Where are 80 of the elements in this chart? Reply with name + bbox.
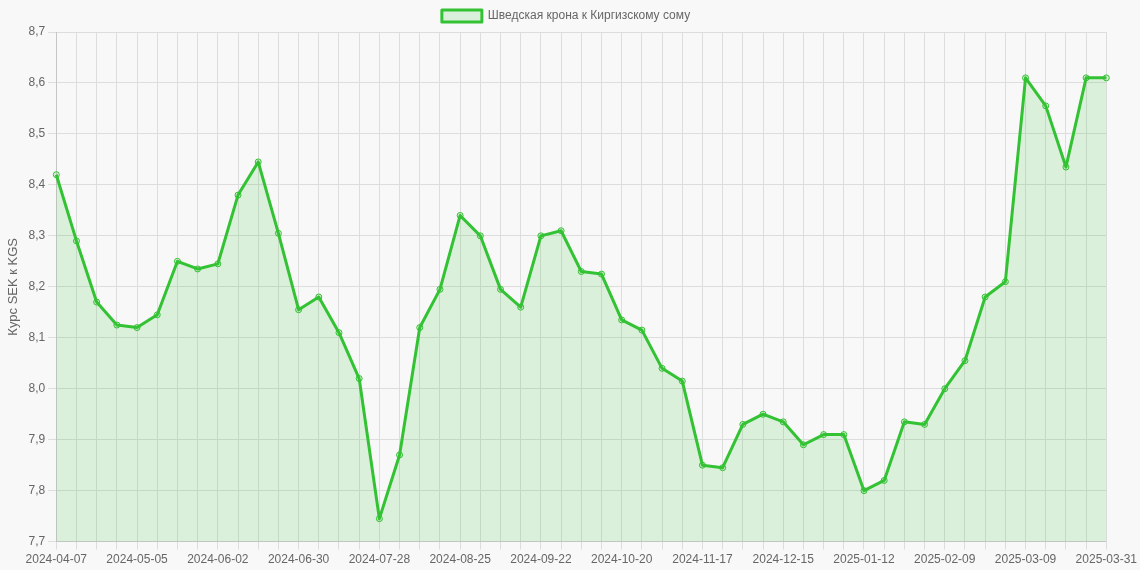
- point: [254, 158, 262, 166]
- point: [476, 232, 484, 240]
- point: [52, 171, 60, 179]
- point: [557, 227, 565, 235]
- x-tick-label: 2024-05-05: [106, 552, 169, 567]
- point: [234, 191, 242, 199]
- x-tick-label: 2024-09-22: [510, 552, 572, 567]
- point: [921, 420, 929, 428]
- point: [860, 487, 868, 495]
- point: [840, 431, 848, 439]
- point: [779, 418, 787, 426]
- point: [820, 431, 828, 439]
- point: [618, 316, 626, 324]
- point: [315, 293, 323, 301]
- point: [1102, 74, 1110, 82]
- point: [214, 260, 222, 268]
- point: [456, 211, 464, 219]
- y-tick-label: 8,4: [28, 177, 46, 192]
- point: [375, 515, 383, 523]
- x-tick-label: 2024-06-02: [187, 552, 249, 567]
- point: [133, 324, 141, 332]
- y-tick-label: 8,7: [28, 24, 46, 39]
- point: [1042, 102, 1050, 110]
- x-tick-label: 2024-12-15: [752, 552, 815, 567]
- point: [396, 451, 404, 459]
- y-tick-label: 7,7: [28, 533, 46, 548]
- y-tick-label: 8,1: [28, 330, 46, 345]
- x-tick-label: 2025-01-12: [833, 552, 896, 567]
- point: [1082, 74, 1090, 82]
- point: [295, 306, 303, 314]
- x-tick-label: 2024-11-17: [672, 552, 734, 567]
- point: [153, 311, 161, 319]
- point: [93, 298, 101, 306]
- point: [658, 364, 666, 372]
- point: [981, 293, 989, 301]
- point: [537, 232, 545, 240]
- point: [577, 268, 585, 276]
- point: [759, 410, 767, 418]
- x-tick-label: 2024-04-07: [25, 552, 88, 567]
- point: [173, 257, 181, 265]
- y-tick-label: 8,5: [28, 126, 46, 141]
- point: [274, 229, 282, 237]
- point: [941, 385, 949, 393]
- point: [739, 420, 747, 428]
- y-tick-label: 7,9: [28, 431, 46, 446]
- y-tick-label: 8,6: [28, 75, 46, 90]
- point: [698, 461, 706, 469]
- point: [638, 326, 646, 334]
- legend-label: Шведская крона к Киргизскому сому: [487, 8, 691, 23]
- x-tick-label: 2025-02-09: [914, 552, 976, 567]
- point: [1022, 74, 1030, 82]
- x-tick-label: 2024-08-25: [429, 552, 492, 567]
- point: [335, 329, 343, 337]
- point: [880, 476, 888, 484]
- point: [72, 237, 80, 245]
- x-tick-label: 2025-03-31: [1075, 552, 1138, 567]
- point: [497, 285, 505, 293]
- point: [416, 324, 424, 332]
- y-tick-label: 8,3: [28, 228, 46, 243]
- point: [799, 441, 807, 449]
- point: [597, 270, 605, 278]
- point: [517, 303, 525, 311]
- x-tick-label: 2024-07-28: [348, 552, 411, 567]
- point: [900, 418, 908, 426]
- point: [113, 321, 121, 329]
- x-tick-label: 2024-06-30: [267, 552, 330, 567]
- y-tick-label: 8,0: [28, 381, 46, 396]
- point: [961, 357, 969, 365]
- x-tick-label: 2025-03-09: [994, 552, 1057, 567]
- point: [355, 375, 363, 383]
- point: [719, 464, 727, 472]
- y-tick-label: 7,8: [28, 482, 46, 497]
- point: [436, 285, 444, 293]
- point: [678, 377, 686, 385]
- x-tick-label: 2024-10-20: [590, 552, 653, 567]
- point: [194, 265, 202, 273]
- y-tick-label: 8,2: [28, 279, 46, 294]
- point: [1062, 163, 1070, 171]
- point: [1001, 278, 1009, 286]
- y-axis-title: Курс SEK к KGS: [5, 237, 21, 336]
